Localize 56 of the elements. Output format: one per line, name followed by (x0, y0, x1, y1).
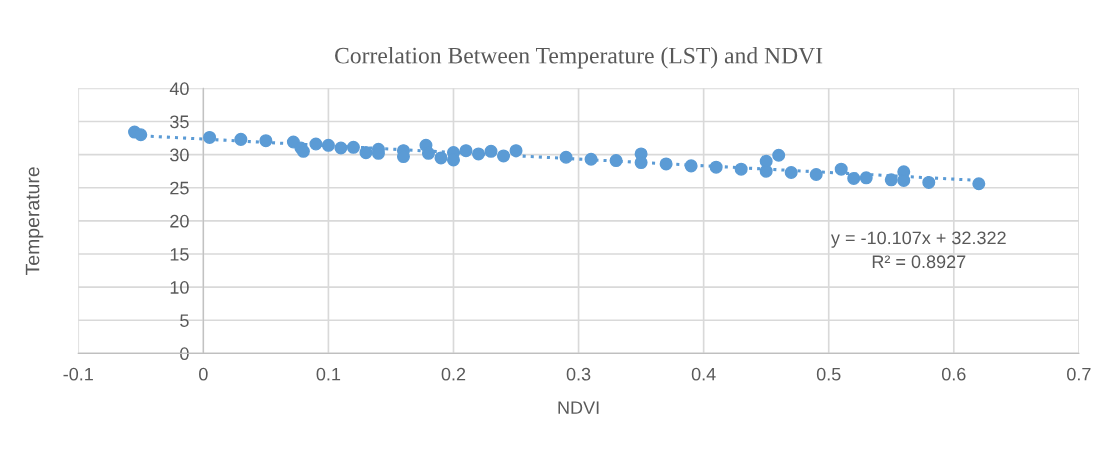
point (134, 128, 148, 142)
y-tick-label: 40 (169, 82, 189, 96)
y-axis-title: Temperature (25, 167, 44, 276)
y-tick-label: 10 (170, 281, 189, 294)
point (321, 138, 335, 152)
point (972, 177, 986, 191)
x-tick-label: 0.6 (941, 367, 966, 381)
point (834, 162, 848, 176)
point (659, 157, 673, 171)
point (421, 146, 435, 160)
point (884, 173, 898, 187)
point (922, 175, 936, 189)
chart-title: Correlation Between Temperature (LST) and NDVI (335, 46, 823, 69)
point (309, 137, 323, 151)
point (359, 146, 373, 160)
point (434, 151, 448, 165)
point (234, 132, 248, 146)
y-tick-label: 5 (180, 314, 189, 327)
point (334, 141, 348, 155)
x-tick-label: 0.2 (441, 367, 466, 381)
point (634, 156, 648, 170)
point (847, 171, 861, 185)
annotation: R² = 0.8927 (872, 255, 966, 269)
x-tick-label: 0.1 (316, 367, 341, 381)
x-tick-label: 0.5 (816, 367, 841, 381)
annotation: y = -10.107x + 32.322 (830, 231, 1006, 248)
point (509, 144, 523, 158)
point (346, 140, 360, 154)
point (784, 165, 798, 180)
y-tick-label: 35 (170, 115, 189, 129)
point (203, 130, 217, 144)
point (259, 134, 273, 148)
point (609, 154, 623, 168)
x-tick-label: 0.3 (566, 367, 591, 381)
point (734, 162, 748, 176)
point (809, 167, 823, 181)
x-tick-label: 0.4 (691, 367, 716, 381)
point (772, 148, 786, 162)
x-tick-label: 0.7 (1067, 367, 1091, 381)
point (859, 171, 873, 185)
point (584, 152, 598, 166)
y-tick-label: 30 (170, 148, 189, 162)
point (759, 164, 773, 178)
y-tick-label: 20 (170, 214, 189, 228)
point (459, 144, 473, 158)
point (484, 144, 498, 158)
point (684, 159, 698, 173)
x-axis-title: NDVI (558, 401, 599, 414)
x-tick-label: 0 (199, 367, 208, 381)
y-tick-label: 15 (170, 248, 189, 261)
point (559, 150, 573, 164)
point (471, 147, 486, 161)
point (709, 160, 723, 174)
point (497, 149, 511, 163)
y-tick-label: 25 (170, 181, 189, 195)
x-tick-label: -0.1 (63, 367, 93, 381)
